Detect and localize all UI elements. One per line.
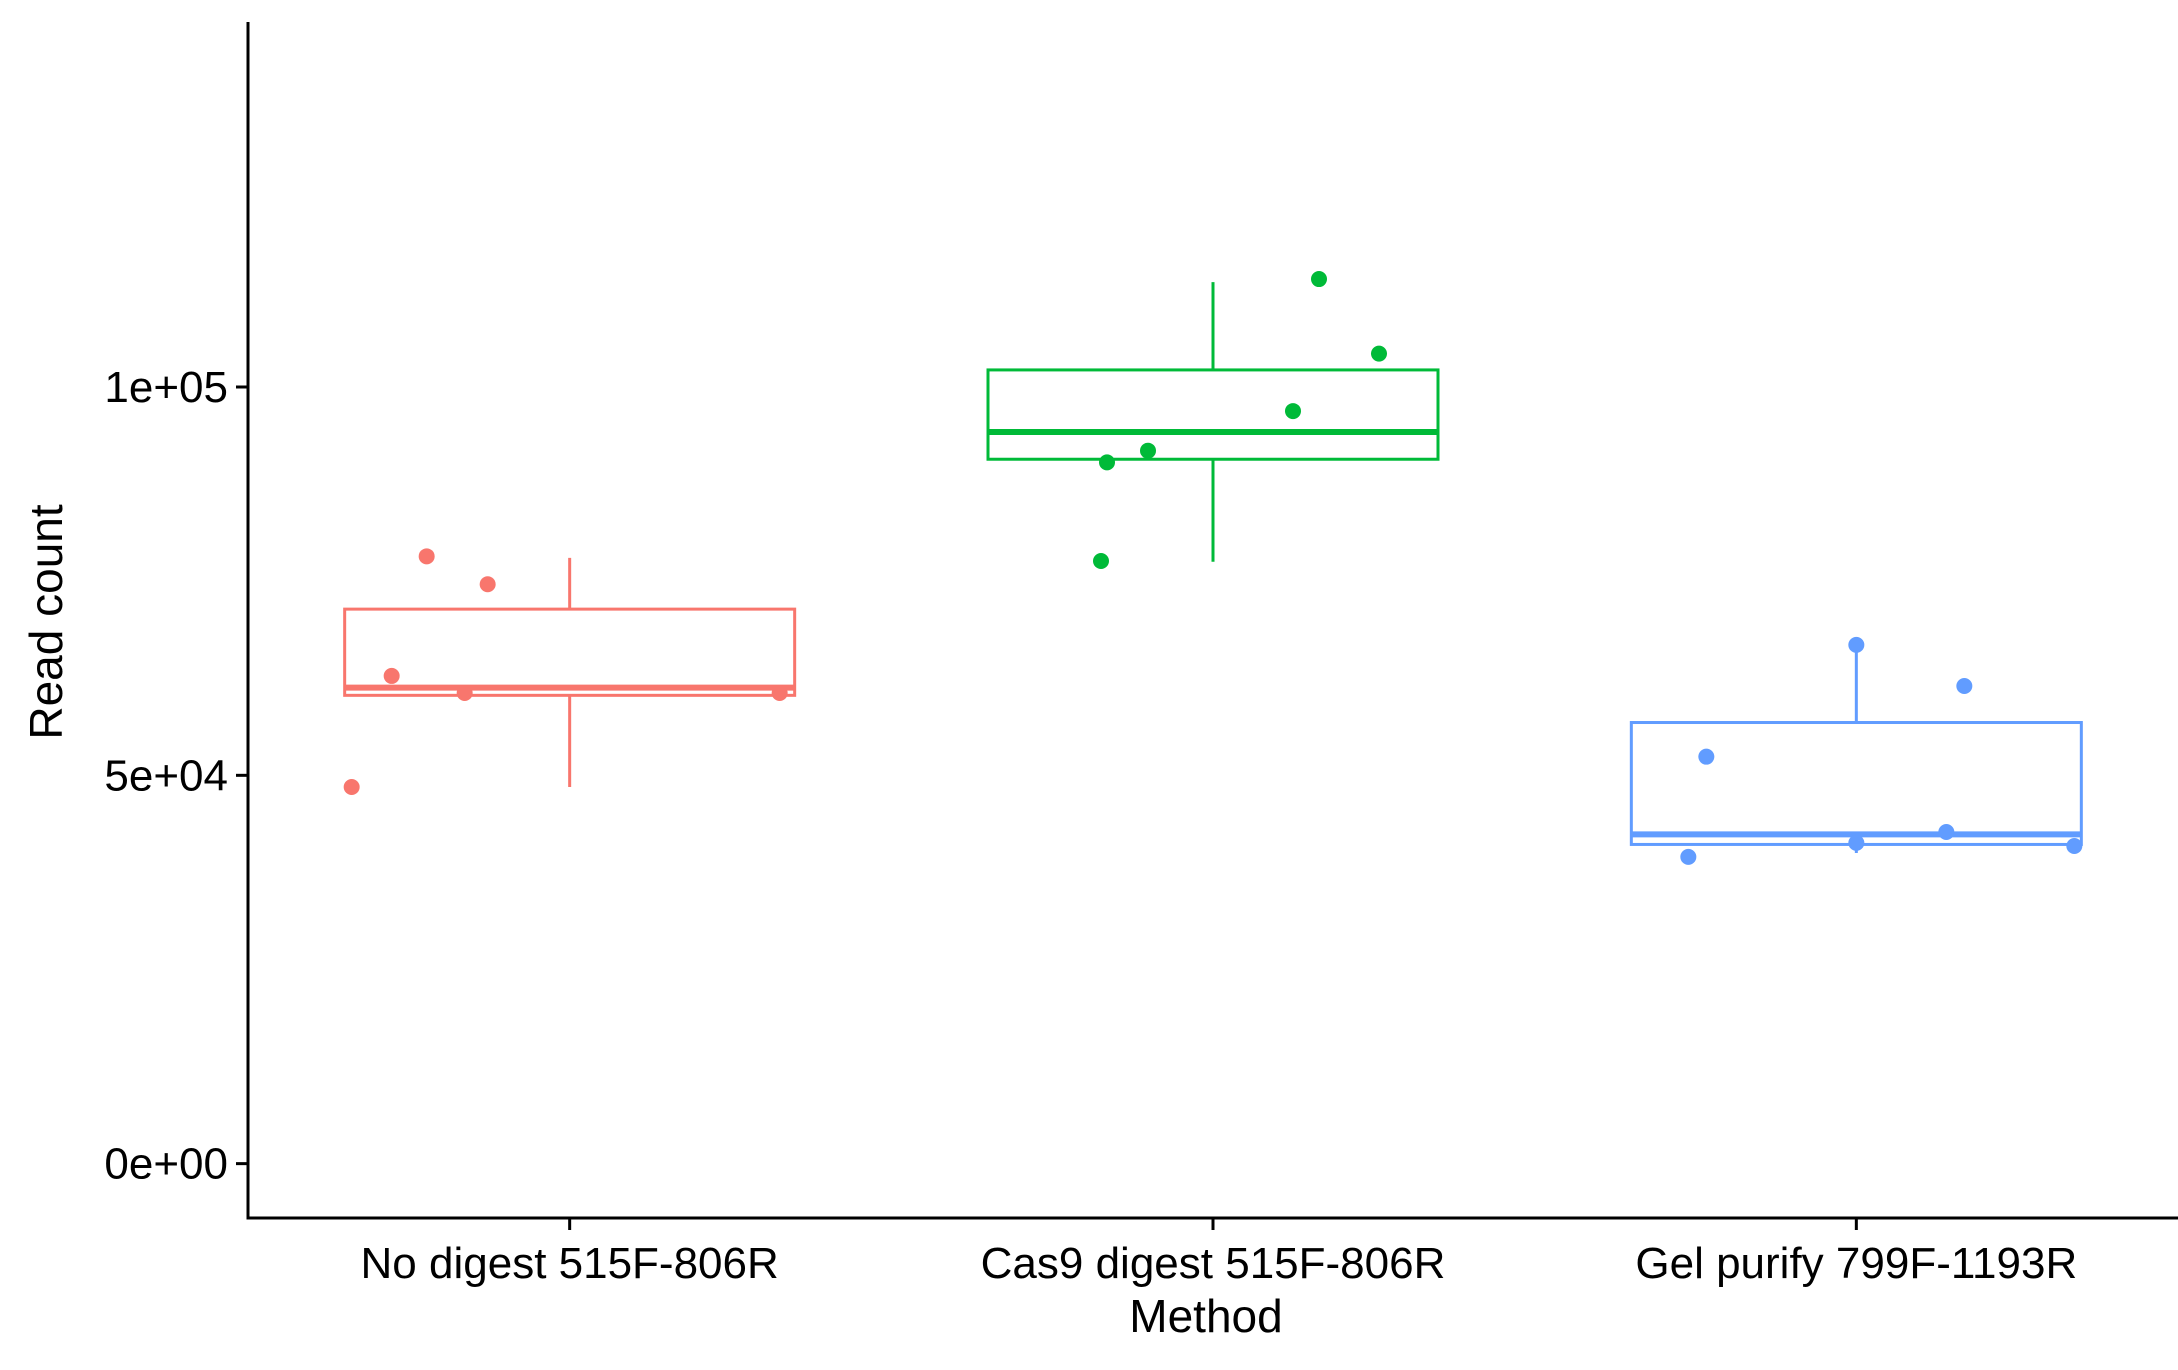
data-point (1938, 824, 1955, 841)
boxes-layer (343, 282, 2083, 853)
box-group (986, 282, 1440, 562)
data-point (1093, 552, 1109, 569)
x-tick-label: No digest 515F-806R (361, 1239, 779, 1288)
data-point (1848, 636, 1865, 653)
data-point (1371, 345, 1387, 362)
y-tick-label: 5e+04 (104, 751, 228, 800)
y-tick-label: 0e+00 (104, 1140, 228, 1189)
data-point (1956, 678, 1973, 695)
axes-layer: 0e+00 5e+04 1e+05 No digest 515F-806R Cas9 d… (104, 22, 2178, 1288)
x-tick-label: Cas9 digest 515F-806R (981, 1239, 1446, 1288)
data-point (1140, 442, 1156, 459)
data-point (1099, 454, 1115, 471)
box-rect (1629, 721, 2083, 846)
data-point (343, 778, 360, 795)
box-rect (343, 607, 797, 697)
data-point (1311, 271, 1327, 288)
data-point (479, 576, 496, 593)
points-layer (343, 271, 2083, 865)
box-group (343, 557, 797, 787)
data-point (1285, 403, 1301, 420)
data-point (1848, 834, 1865, 851)
data-point (418, 548, 435, 565)
box-group (1629, 644, 2083, 853)
data-point (771, 685, 788, 702)
data-point (1680, 848, 1697, 865)
y-axis-title: Read count (20, 504, 72, 739)
data-point (383, 667, 400, 684)
y-tick-label: 1e+05 (104, 363, 228, 412)
x-axis-title: Method (1129, 1290, 1282, 1342)
box-rect (986, 368, 1440, 461)
data-point (1698, 748, 1715, 765)
data-point (456, 685, 473, 702)
x-tick-label: Gel purify 799F-1193R (1635, 1239, 2077, 1288)
data-point (2066, 837, 2083, 854)
